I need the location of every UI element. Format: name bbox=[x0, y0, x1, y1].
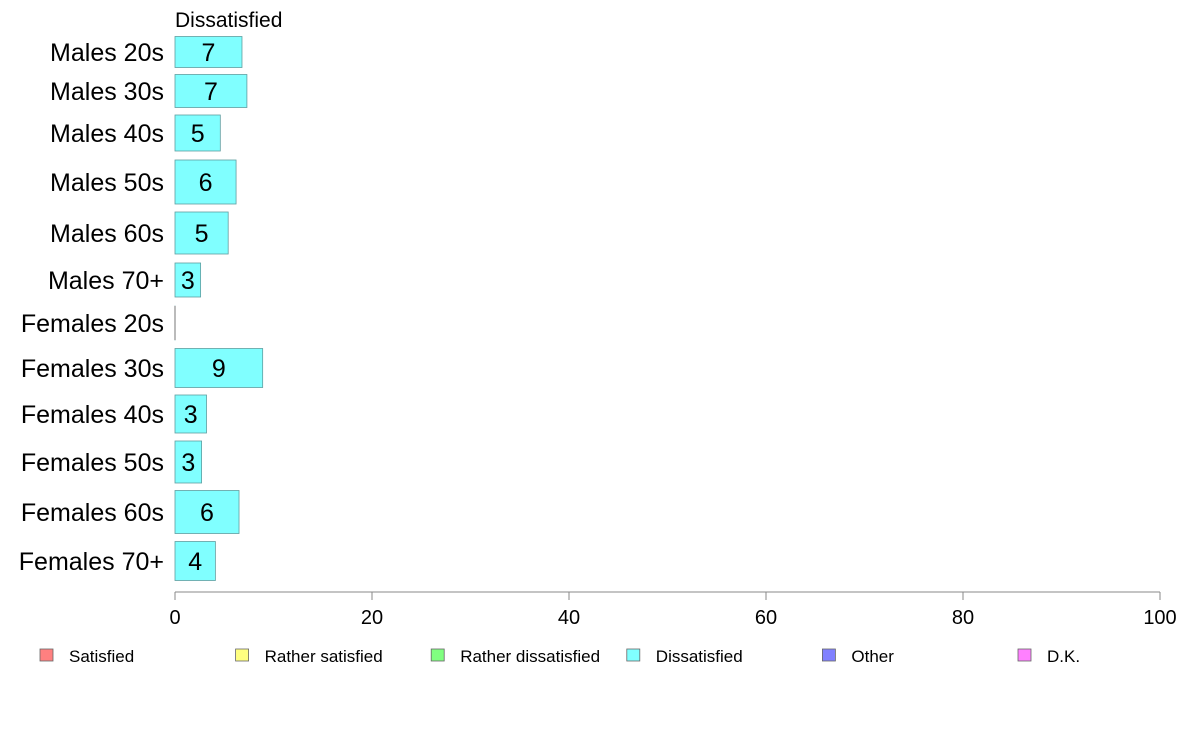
legend-swatch bbox=[822, 648, 836, 662]
bar bbox=[174, 440, 202, 484]
category-label: Females 70+ bbox=[19, 548, 164, 576]
category-label: Males 60s bbox=[50, 220, 164, 248]
bar bbox=[174, 262, 202, 298]
bar bbox=[174, 394, 207, 434]
x-tick-label: 60 bbox=[755, 607, 777, 629]
legend-swatch bbox=[1017, 648, 1032, 662]
legend-swatch bbox=[235, 648, 250, 662]
category-label: Males 20s bbox=[50, 39, 164, 67]
bar-value-label: 5 bbox=[195, 220, 209, 248]
bar bbox=[174, 490, 240, 534]
category-labels: Males 20s Males 30s Males 40s Males 50s Male… bbox=[19, 39, 164, 576]
bar-value-label: 6 bbox=[199, 169, 213, 197]
category-label: Females 50s bbox=[21, 449, 164, 477]
legend-label: Satisfied bbox=[69, 647, 134, 666]
x-tick-label: 40 bbox=[558, 607, 580, 629]
bar-value-label: 3 bbox=[184, 401, 198, 429]
legend: Satisfied Rather satisfied Rather dissatis… bbox=[39, 647, 1080, 666]
bar bbox=[174, 114, 221, 152]
bar-value-label: 9 bbox=[212, 355, 226, 383]
bar bbox=[174, 541, 216, 581]
category-label: Females 20s bbox=[21, 310, 164, 338]
category-label: Females 40s bbox=[21, 401, 164, 429]
legend-label: D.K. bbox=[1047, 647, 1080, 666]
legend-label: Dissatisfied bbox=[656, 647, 743, 666]
legend-label: Rather dissatisfied bbox=[460, 647, 600, 666]
legend-swatch bbox=[430, 648, 445, 662]
bar bbox=[174, 74, 248, 108]
x-axis: 0 20 40 60 80 100 bbox=[169, 591, 1177, 629]
bar-value-label: 3 bbox=[181, 449, 195, 477]
bar-value-label: 7 bbox=[204, 78, 218, 106]
bar bbox=[174, 211, 229, 255]
category-label: Males 50s bbox=[50, 169, 164, 197]
category-label: Males 70+ bbox=[48, 267, 164, 295]
category-label: Males 30s bbox=[50, 78, 164, 106]
x-tick-label: 20 bbox=[361, 607, 383, 629]
x-tick-label: 100 bbox=[1143, 607, 1176, 629]
series-title: Dissatisfied bbox=[175, 9, 282, 32]
bar-value-label: 7 bbox=[202, 39, 216, 67]
legend-swatch bbox=[39, 648, 54, 662]
bar-value-label: 5 bbox=[191, 120, 205, 148]
bar bbox=[174, 159, 237, 205]
category-label: Females 30s bbox=[21, 355, 164, 383]
bar bbox=[174, 348, 264, 388]
x-tick-label: 0 bbox=[169, 607, 180, 629]
x-tick-label: 80 bbox=[952, 607, 974, 629]
category-label: Females 60s bbox=[21, 499, 164, 527]
legend-label: Rather satisfied bbox=[265, 647, 383, 666]
category-label: Males 40s bbox=[50, 120, 164, 148]
bar-value-label: 6 bbox=[200, 499, 214, 527]
legend-swatch bbox=[626, 648, 641, 662]
bar-value-label: 4 bbox=[188, 548, 202, 576]
bar bbox=[174, 36, 243, 68]
bar-value-label: 3 bbox=[181, 267, 195, 295]
legend-label: Other bbox=[851, 647, 894, 666]
